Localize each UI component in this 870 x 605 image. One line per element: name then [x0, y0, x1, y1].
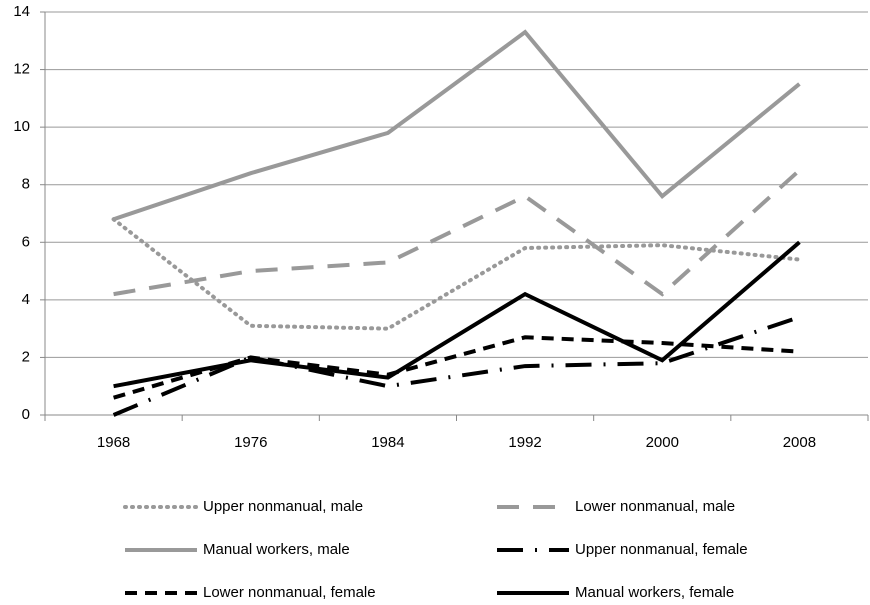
y-tick-label: 4: [22, 291, 30, 308]
x-tick-label: 1992: [508, 434, 541, 451]
legend-label: Manual workers, female: [575, 584, 734, 601]
series-line: [112, 315, 801, 417]
y-tick-label: 0: [22, 406, 30, 423]
series-line: [113, 168, 801, 297]
legend-label: Lower nonmanual, female: [203, 584, 376, 601]
y-tick-label: 8: [22, 176, 30, 193]
y-tick-label: 12: [13, 61, 30, 78]
x-tick-label: 2008: [783, 434, 816, 451]
series-line: [113, 240, 801, 389]
y-tick-label: 14: [13, 3, 30, 20]
y-tick-label: 6: [22, 233, 30, 250]
x-tick-label: 2000: [646, 434, 679, 451]
x-tick-label: 1976: [234, 434, 267, 451]
legend-label: Lower nonmanual, male: [575, 498, 735, 515]
y-tick-label: 10: [13, 118, 30, 135]
legend-label: Upper nonmanual, female: [575, 541, 748, 558]
legend-label: Manual workers, male: [203, 541, 350, 558]
series-line: [113, 335, 800, 400]
series-line: [111, 217, 802, 331]
legend-label: Upper nonmanual, male: [203, 498, 363, 515]
series-line: [112, 29, 801, 222]
y-tick-label: 2: [22, 348, 30, 365]
x-tick-label: 1968: [97, 434, 130, 451]
x-tick-label: 1984: [371, 434, 404, 451]
